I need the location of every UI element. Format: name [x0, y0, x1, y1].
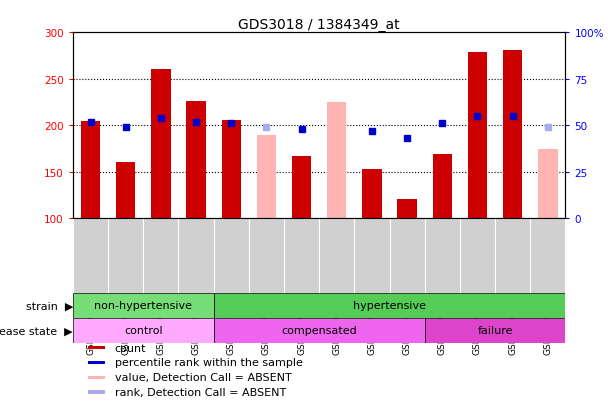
Text: hypertensive: hypertensive — [353, 301, 426, 311]
Bar — [213, 293, 565, 318]
Bar — [468, 52, 487, 219]
Text: rank, Detection Call = ABSENT: rank, Detection Call = ABSENT — [115, 387, 286, 397]
Bar — [187, 102, 206, 219]
Bar — [88, 390, 105, 394]
Bar — [81, 121, 100, 219]
Bar — [213, 318, 425, 343]
Bar — [88, 346, 105, 349]
Bar — [433, 155, 452, 219]
Bar — [151, 70, 171, 219]
Bar — [292, 157, 311, 219]
Text: compensated: compensated — [282, 325, 357, 335]
Bar — [425, 318, 565, 343]
Bar — [116, 162, 136, 219]
Bar — [257, 135, 276, 219]
Bar — [88, 375, 105, 379]
Text: failure: failure — [477, 325, 513, 335]
Text: percentile rank within the sample: percentile rank within the sample — [115, 358, 303, 368]
Bar — [221, 121, 241, 219]
Title: GDS3018 / 1384349_at: GDS3018 / 1384349_at — [238, 18, 400, 32]
Bar — [503, 51, 522, 219]
Bar — [73, 318, 213, 343]
Text: strain  ▶: strain ▶ — [26, 301, 73, 311]
Bar — [362, 170, 382, 219]
Bar — [73, 293, 213, 318]
Bar — [327, 170, 347, 219]
Text: control: control — [124, 325, 162, 335]
Bar — [327, 103, 347, 219]
Bar — [398, 199, 417, 219]
Bar — [88, 361, 105, 364]
Text: count: count — [115, 343, 147, 353]
Text: disease state  ▶: disease state ▶ — [0, 325, 73, 335]
Bar — [257, 157, 276, 219]
Text: value, Detection Call = ABSENT: value, Detection Call = ABSENT — [115, 373, 292, 382]
Text: non-hypertensive: non-hypertensive — [94, 301, 192, 311]
Bar — [538, 149, 558, 219]
